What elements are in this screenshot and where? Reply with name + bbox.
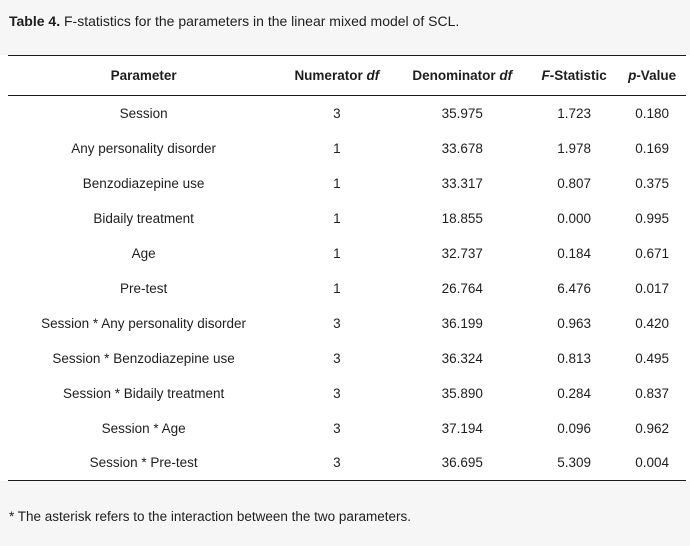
table-row: Bidaily treatment 1 18.855 0.000 0.995 bbox=[8, 201, 686, 236]
value-cell: 0.017 bbox=[635, 280, 669, 296]
value-cell: 0.962 bbox=[635, 420, 669, 436]
parameter-cell: Benzodiazepine use bbox=[82, 175, 205, 191]
value-cell: 3 bbox=[333, 350, 341, 366]
value-cell: 33.317 bbox=[441, 175, 483, 191]
column-header-italic-part: F bbox=[541, 68, 550, 83]
value-cell: 0.180 bbox=[635, 105, 669, 121]
table-row: Session * Pre-test 3 36.695 5.309 0.004 bbox=[8, 446, 686, 481]
parameter-cell: Any personality disorder bbox=[71, 140, 217, 156]
value-cell: 1 bbox=[333, 210, 341, 226]
table-row: Session * Any personality disorder 3 36.19… bbox=[8, 306, 686, 341]
table-band: Parameter Numerator df Denominator df F-Sta… bbox=[0, 55, 690, 481]
value-cell: 0.169 bbox=[635, 140, 669, 156]
value-cell: 0.963 bbox=[557, 315, 591, 331]
value-cell: 0.004 bbox=[635, 455, 669, 471]
table-caption: Table 4. F-statistics for the parameters… bbox=[0, 0, 690, 55]
value-cell: 1.723 bbox=[557, 105, 591, 121]
value-cell: 3 bbox=[333, 455, 341, 471]
value-cell: 36.199 bbox=[441, 315, 483, 331]
value-cell: 3 bbox=[333, 315, 341, 331]
value-cell: 0.495 bbox=[635, 350, 669, 366]
parameter-cell: Age bbox=[131, 245, 156, 261]
value-cell: 0.807 bbox=[557, 175, 591, 191]
parameter-cell: Session bbox=[119, 105, 168, 121]
value-cell: 3 bbox=[333, 420, 341, 436]
column-header: Parameter bbox=[110, 68, 177, 83]
parameter-cell: Bidaily treatment bbox=[93, 210, 194, 226]
value-cell: 26.764 bbox=[441, 280, 483, 296]
table-row: Any personality disorder 1 33.678 1.978 0.16… bbox=[8, 131, 686, 166]
value-cell: 32.737 bbox=[441, 245, 483, 261]
value-cell: 1 bbox=[333, 175, 341, 191]
table-body: Session 3 35.975 1.723 0.180 Any personality … bbox=[8, 96, 686, 481]
column-header-italic-part: df bbox=[366, 68, 380, 83]
value-cell: 5.309 bbox=[557, 455, 591, 471]
value-cell: 3 bbox=[333, 105, 341, 121]
table-row: Session * Age 3 37.194 0.096 0.962 bbox=[8, 411, 686, 446]
table-row: Session 3 35.975 1.723 0.180 bbox=[8, 96, 686, 131]
value-cell: 37.194 bbox=[441, 420, 483, 436]
table-caption-text: F-statistics for the parameters in the l… bbox=[60, 13, 460, 29]
column-header: F-Statistic bbox=[541, 68, 607, 83]
column-header: Numerator df bbox=[294, 68, 380, 83]
value-cell: 0.000 bbox=[557, 210, 591, 226]
value-cell: 3 bbox=[333, 385, 341, 401]
column-header-italic-part: p bbox=[628, 68, 637, 83]
value-cell: 0.995 bbox=[635, 210, 669, 226]
column-header: Denominator df bbox=[412, 68, 513, 83]
table-caption-label: Table 4. bbox=[9, 13, 61, 29]
value-cell: 1 bbox=[333, 245, 341, 261]
value-cell: 0.813 bbox=[557, 350, 591, 366]
table-footnote: * The asterisk refers to the interaction… bbox=[9, 509, 411, 524]
table-header-row: Parameter Numerator df Denominator df F-Sta… bbox=[8, 56, 686, 96]
table-row: Session * Bidaily treatment 3 35.890 0.284 0… bbox=[8, 376, 686, 411]
value-cell: 0.184 bbox=[557, 245, 591, 261]
value-cell: 0.284 bbox=[557, 385, 591, 401]
column-header-italic-part: df bbox=[499, 68, 513, 83]
parameter-cell: Session * Bidaily treatment bbox=[62, 385, 225, 401]
table-figure: Table 4. F-statistics for the parameters… bbox=[0, 0, 690, 524]
value-cell: 0.375 bbox=[635, 175, 669, 191]
value-cell: 0.837 bbox=[635, 385, 669, 401]
column-header: p-Value bbox=[628, 68, 677, 83]
table-row: Benzodiazepine use 1 33.317 0.807 0.375 bbox=[8, 166, 686, 201]
value-cell: 36.324 bbox=[441, 350, 483, 366]
table-row: Age 1 32.737 0.184 0.671 bbox=[8, 236, 686, 271]
value-cell: 1.978 bbox=[557, 140, 591, 156]
table-row: Session * Benzodiazepine use 3 36.324 0.813… bbox=[8, 341, 686, 376]
parameter-cell: Session * Any personality disorder bbox=[41, 315, 247, 331]
f-statistics-table: Parameter Numerator df Denominator df F-Sta… bbox=[8, 55, 686, 481]
parameter-cell: Session * Pre-test bbox=[89, 455, 198, 471]
value-cell: 0.671 bbox=[635, 245, 669, 261]
value-cell: 1 bbox=[333, 280, 341, 296]
parameter-cell: Pre-test bbox=[119, 280, 168, 296]
value-cell: 36.695 bbox=[441, 455, 483, 471]
value-cell: 6.476 bbox=[557, 280, 591, 296]
table-header: Parameter Numerator df Denominator df F-Sta… bbox=[8, 56, 686, 96]
value-cell: 0.096 bbox=[557, 420, 591, 436]
value-cell: 18.855 bbox=[441, 210, 483, 226]
value-cell: 1 bbox=[333, 140, 341, 156]
parameter-cell: Session * Benzodiazepine use bbox=[52, 350, 235, 366]
value-cell: 35.890 bbox=[441, 385, 483, 401]
parameter-cell: Session * Age bbox=[101, 420, 186, 436]
table-row: Pre-test 1 26.764 6.476 0.017 bbox=[8, 271, 686, 306]
value-cell: 35.975 bbox=[441, 105, 483, 121]
value-cell: 33.678 bbox=[441, 140, 483, 156]
value-cell: 0.420 bbox=[635, 315, 669, 331]
